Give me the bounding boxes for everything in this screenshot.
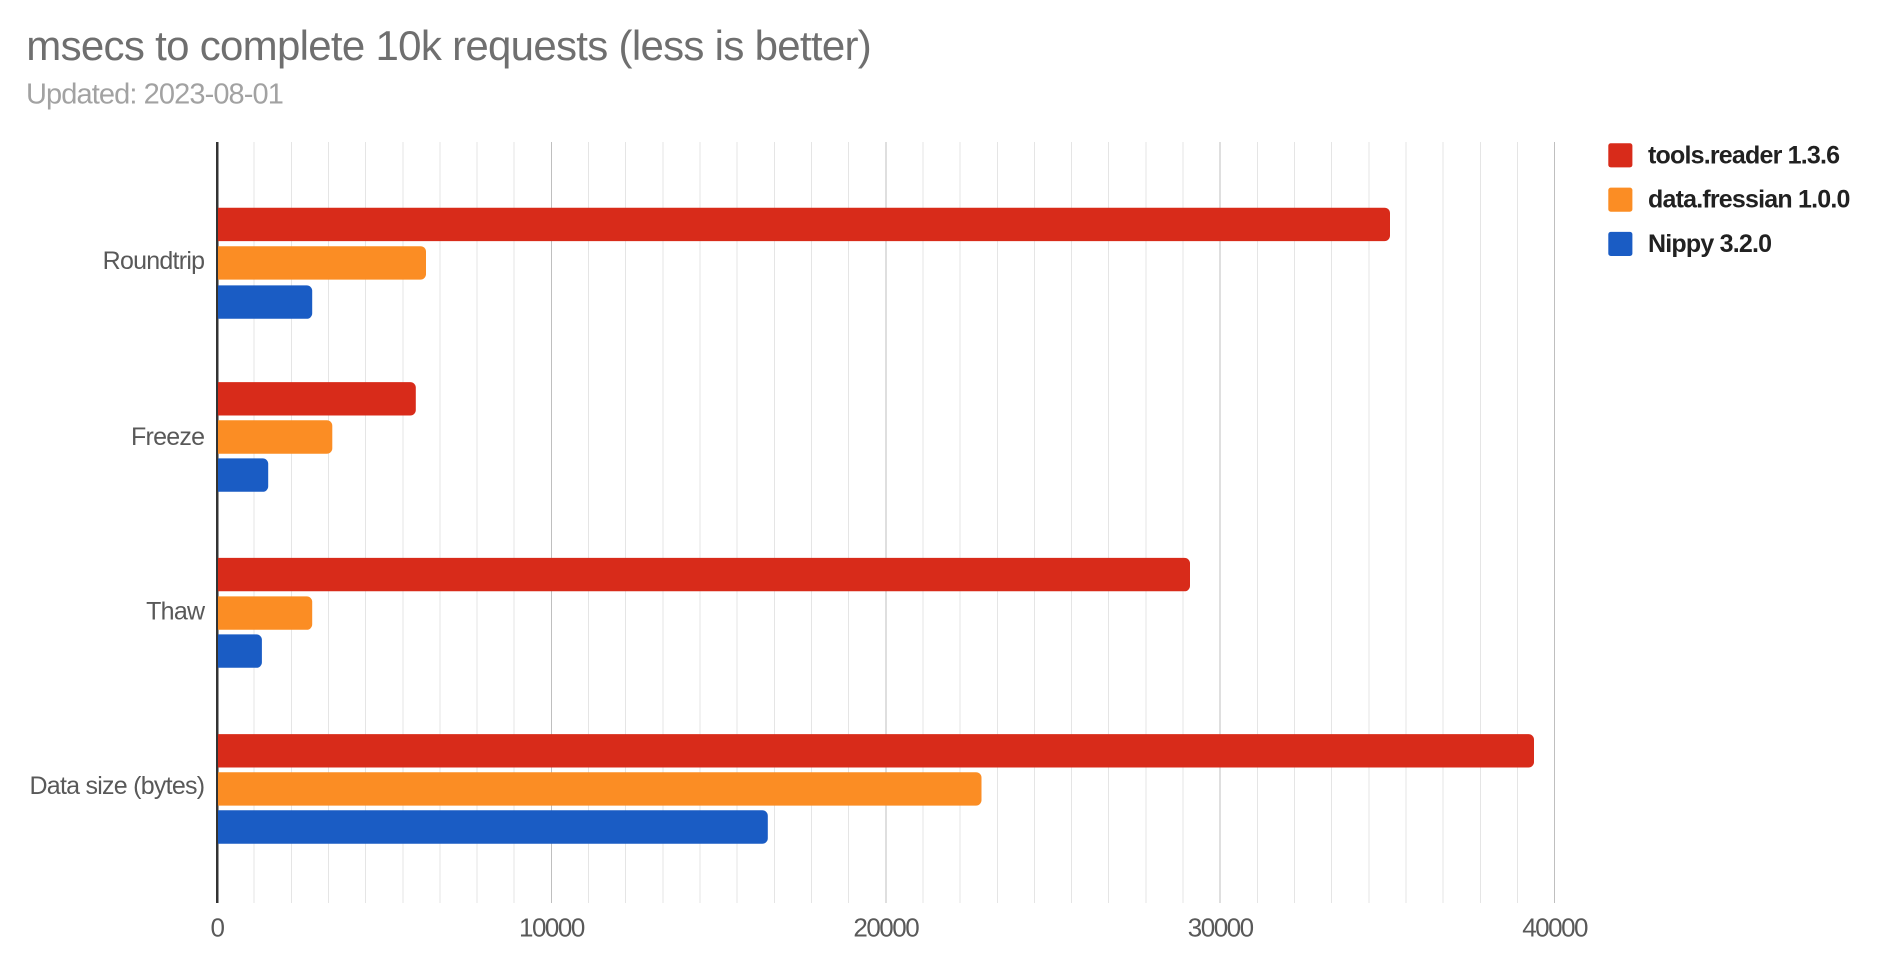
svg-text:Nippy 3.2.0: Nippy 3.2.0 bbox=[1648, 230, 1771, 258]
svg-text:Freeze: Freeze bbox=[131, 423, 204, 451]
svg-text:Updated: 2023-08-01: Updated: 2023-08-01 bbox=[26, 79, 283, 111]
svg-text:30000: 30000 bbox=[1188, 913, 1254, 943]
svg-text:Thaw: Thaw bbox=[146, 597, 206, 625]
svg-text:0: 0 bbox=[211, 913, 225, 943]
svg-text:40000: 40000 bbox=[1522, 913, 1588, 943]
svg-text:data.fressian 1.0.0: data.fressian 1.0.0 bbox=[1648, 186, 1850, 214]
svg-text:tools.reader 1.3.6: tools.reader 1.3.6 bbox=[1648, 141, 1839, 169]
svg-text:Data size (bytes): Data size (bytes) bbox=[29, 772, 204, 800]
svg-text:msecs to complete 10k requests: msecs to complete 10k requests (less is … bbox=[26, 22, 871, 69]
svg-text:20000: 20000 bbox=[853, 913, 919, 943]
svg-text:Roundtrip: Roundtrip bbox=[103, 247, 205, 275]
svg-text:10000: 10000 bbox=[519, 913, 585, 943]
